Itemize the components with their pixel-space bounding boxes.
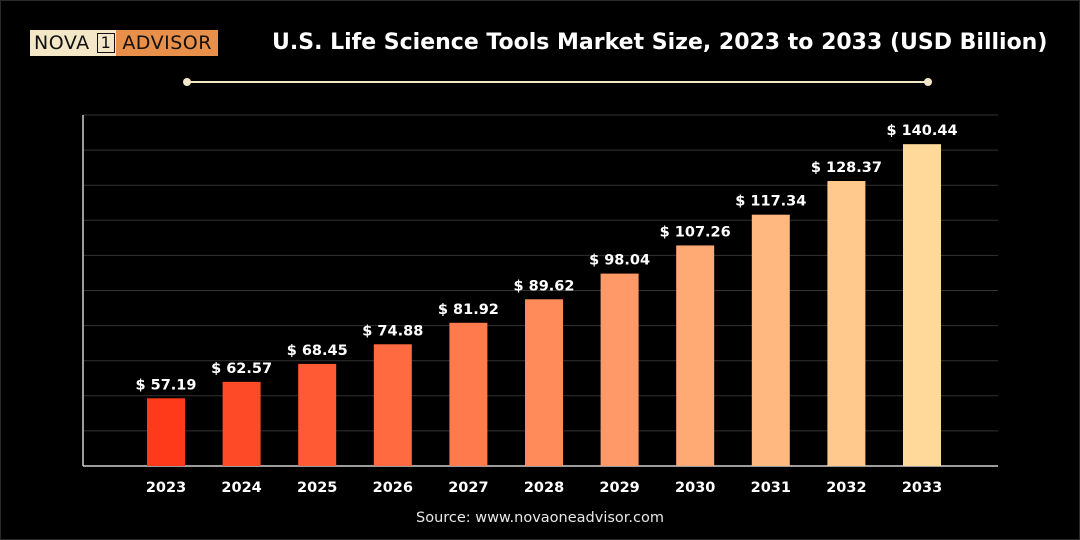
data-label-2031: $ 117.34 xyxy=(735,194,806,210)
data-label-2029: $ 98.04 xyxy=(589,253,650,269)
bar-2023 xyxy=(147,398,185,466)
x-tick-label-2033: 2033 xyxy=(902,480,942,496)
data-label-2033: $ 140.44 xyxy=(886,123,957,139)
data-label-2026: $ 74.88 xyxy=(362,323,423,339)
data-label-2025: $ 68.45 xyxy=(287,343,348,359)
logo-one-box: 1 xyxy=(95,30,117,56)
data-label-2032: $ 128.37 xyxy=(811,160,882,176)
chart-title: U.S. Life Science Tools Market Size, 202… xyxy=(272,30,1048,55)
data-label-2028: $ 89.62 xyxy=(513,278,574,294)
data-label-2030: $ 107.26 xyxy=(660,224,731,240)
data-label-2024: $ 62.57 xyxy=(211,361,272,377)
logo-nova-text: NOVA xyxy=(30,30,96,56)
bar-2031 xyxy=(751,214,790,466)
bar-2026 xyxy=(373,344,412,466)
title-underline xyxy=(183,78,932,86)
x-tick-label-2031: 2031 xyxy=(751,480,791,496)
x-tick-label-2027: 2027 xyxy=(448,480,488,496)
bar-2032 xyxy=(827,181,866,466)
bar-2029 xyxy=(600,273,639,466)
x-tick-label-2029: 2029 xyxy=(599,480,639,496)
bar-2033 xyxy=(903,144,941,467)
bar-2028 xyxy=(525,299,563,466)
bar-2025 xyxy=(298,363,337,466)
logo-advisor-text: ADVISOR xyxy=(116,30,218,56)
bar-2030 xyxy=(676,245,715,466)
data-label-2023: $ 57.19 xyxy=(135,377,196,393)
x-tick-label-2032: 2032 xyxy=(826,480,866,496)
data-label-2027: $ 81.92 xyxy=(438,302,499,318)
brand-logo: NOVA 1 ADVISOR xyxy=(30,30,218,56)
x-tick-label-2024: 2024 xyxy=(221,480,261,496)
bar-2027 xyxy=(449,322,488,466)
source-note: Source: www.novaoneadvisor.com xyxy=(416,510,664,526)
x-tick-label-2028: 2028 xyxy=(524,480,564,496)
x-tick-label-2026: 2026 xyxy=(373,480,413,496)
x-tick-label-2023: 2023 xyxy=(146,480,186,496)
x-tick-label-2030: 2030 xyxy=(675,480,715,496)
logo-one-text: 1 xyxy=(96,33,116,53)
bar-2024 xyxy=(222,381,261,466)
x-tick-label-2025: 2025 xyxy=(297,480,337,496)
